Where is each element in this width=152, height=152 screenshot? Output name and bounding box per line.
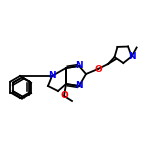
Text: N: N <box>75 81 83 90</box>
Text: N: N <box>75 62 83 71</box>
Text: O: O <box>94 64 102 74</box>
Text: N: N <box>128 52 135 61</box>
Text: N: N <box>48 71 56 81</box>
Text: O: O <box>60 92 68 100</box>
